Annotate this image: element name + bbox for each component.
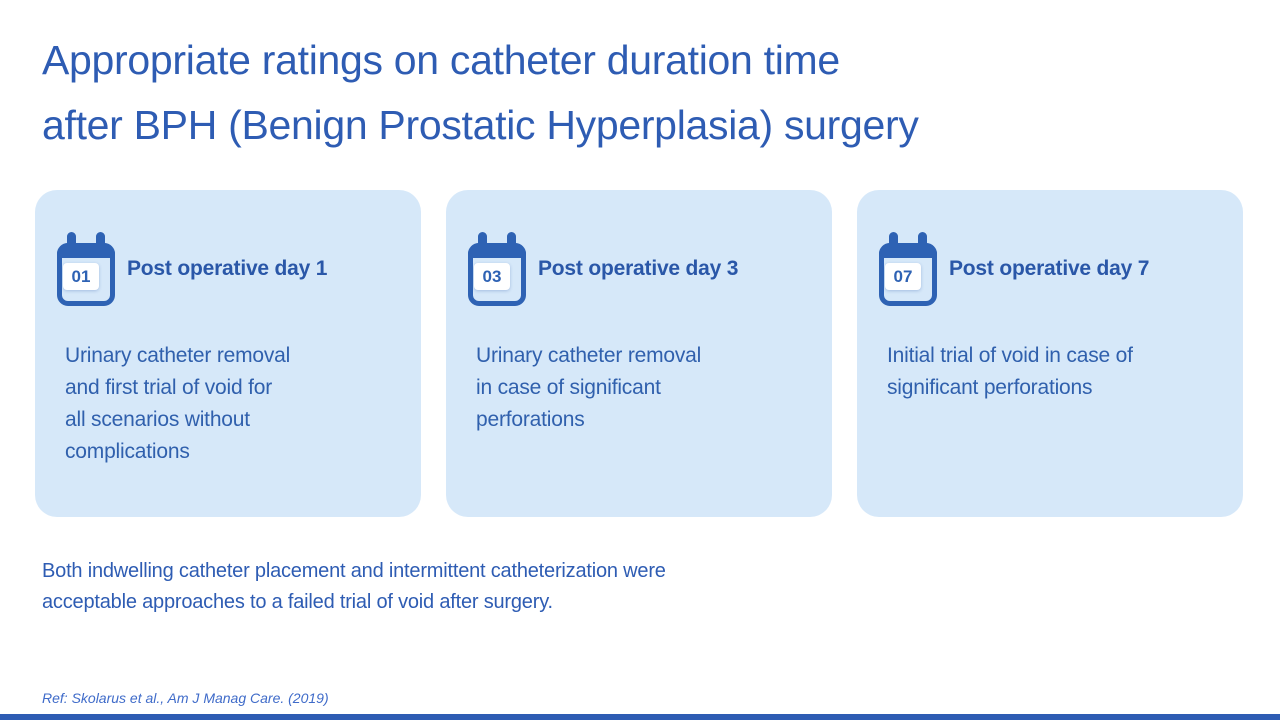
bottom-accent-bar: [0, 714, 1280, 720]
card-post-op-day-3: 03 Post operative day 3 Urinary catheter…: [446, 190, 832, 517]
calendar-day-badge: 01: [63, 263, 99, 290]
calendar-peg-icon: [96, 232, 105, 251]
calendar-peg-icon: [478, 232, 487, 251]
calendar-header-band-icon: [57, 243, 115, 258]
calendar-peg-icon: [507, 232, 516, 251]
summary-note: Both indwelling catheter placement and i…: [42, 560, 666, 613]
card-body-text: Urinary catheter removal and first trial…: [65, 344, 291, 463]
card-header: 01 Post operative day 1: [57, 232, 401, 306]
card-heading: Post operative day 7: [949, 257, 1150, 280]
card-heading: Post operative day 3: [538, 257, 739, 280]
calendar-header-band-icon: [879, 243, 937, 258]
calendar-header-band-icon: [468, 243, 526, 258]
calendar-icon: 07: [879, 232, 937, 306]
calendar-peg-icon: [889, 232, 898, 251]
calendar-icon: 01: [57, 232, 115, 306]
card-header: 03 Post operative day 3: [468, 232, 812, 306]
calendar-day-badge: 03: [474, 263, 510, 290]
slide-title: Appropriate ratings on catheter duration…: [42, 37, 919, 148]
card-body-text: Urinary catheter removal in case of sign…: [476, 344, 702, 431]
card-post-op-day-7: 07 Post operative day 7 Initial trial of…: [857, 190, 1243, 517]
calendar-peg-icon: [918, 232, 927, 251]
card-post-op-day-1: 01 Post operative day 1 Urinary catheter…: [35, 190, 421, 517]
calendar-icon: 03: [468, 232, 526, 306]
cards-row: 01 Post operative day 1 Urinary catheter…: [35, 190, 1243, 517]
card-header: 07 Post operative day 7: [879, 232, 1223, 306]
card-heading: Post operative day 1: [127, 257, 328, 280]
card-body-text: Initial trial of void in case of signifi…: [887, 344, 1133, 399]
calendar-peg-icon: [67, 232, 76, 251]
reference-citation: Ref: Skolarus et al., Am J Manag Care. (…: [42, 690, 329, 706]
calendar-day-badge: 07: [885, 263, 921, 290]
